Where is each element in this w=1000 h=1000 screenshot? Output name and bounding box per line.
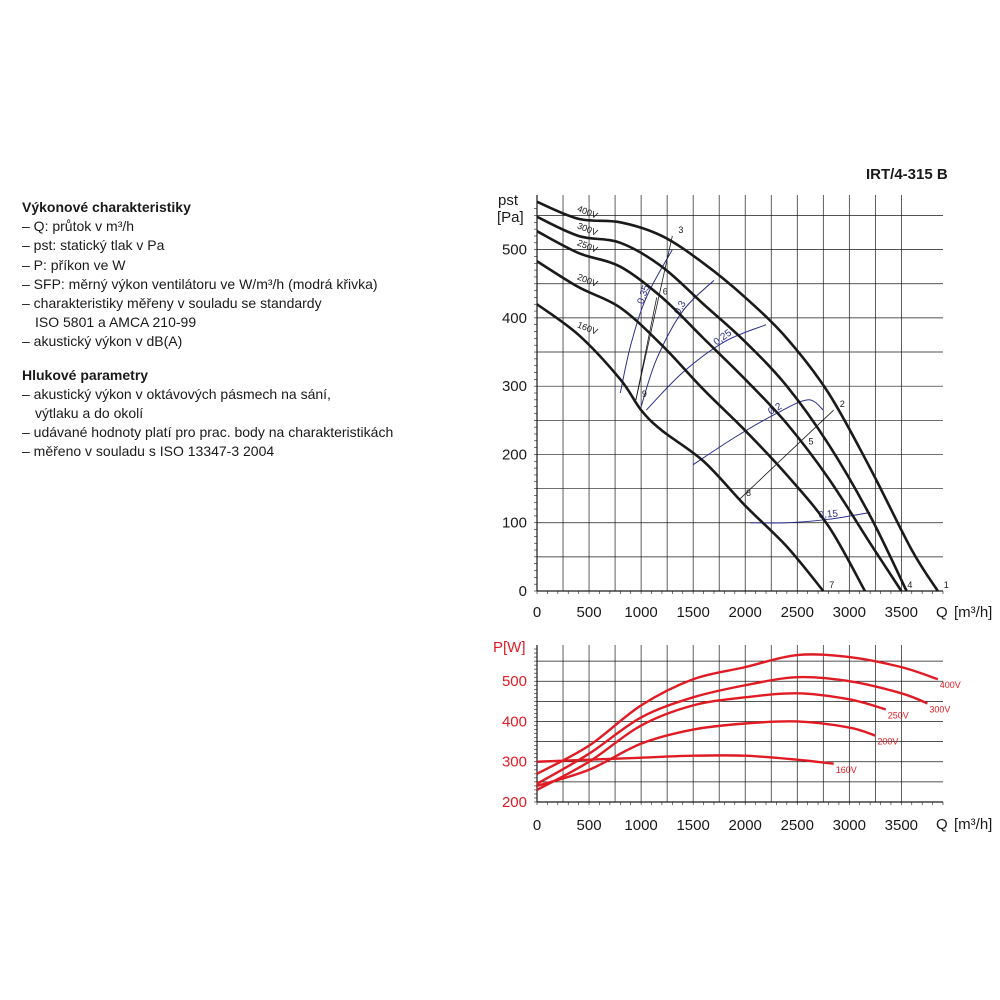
operating-point-label: 6: [663, 286, 668, 296]
y-tick-label: 400: [502, 310, 527, 327]
power-curve-label: 200V: [877, 737, 898, 747]
legend-item: – Q: průtok v m³/h: [22, 218, 135, 235]
legend-item: – SFP: měrný výkon ventilátoru ve W/m³/h…: [22, 275, 378, 292]
operating-line: [635, 297, 658, 400]
x-axis-title: Q: [936, 816, 948, 833]
y-tick-label: 200: [502, 446, 527, 463]
power-curve-label: 160V: [836, 765, 857, 775]
x-tick-label: 500: [577, 817, 602, 834]
legend-item: – udávané hodnoty platí pro prac. body n…: [22, 424, 394, 441]
x-tick-label: 0: [533, 817, 541, 834]
sfp-curve: [645, 324, 767, 411]
operating-point-label: 2: [840, 399, 845, 409]
legend-item: ISO 5801 a AMCA 210-99: [35, 314, 197, 331]
power-curve-200V: [536, 720, 876, 788]
legend-item: výtlaku a do okolí: [35, 405, 144, 422]
x-tick-label: 1500: [676, 817, 709, 834]
y-tick-label: 300: [502, 378, 527, 395]
x-axis-unit: [m³/h]: [954, 816, 992, 833]
x-tick-label: 3000: [833, 604, 866, 621]
x-tick-label: 3500: [885, 604, 918, 621]
x-tick-label: 3500: [885, 817, 918, 834]
operating-point-label: 8: [746, 488, 751, 498]
legend-panel: Výkonové charakteristiky – Q: průtok v m…: [22, 198, 482, 462]
x-tick-label: 1500: [676, 604, 709, 621]
y-tick-label: 300: [502, 754, 527, 771]
y-tick-label: 0: [519, 583, 527, 600]
pressure-curve-300V: [536, 215, 908, 592]
sfp-curve: [640, 279, 715, 407]
legend-item: – akustický výkon v oktávových pásmech n…: [22, 385, 331, 402]
pressure-curve-250V: [536, 230, 903, 592]
power-curve-label: 400V: [940, 680, 961, 690]
x-tick-label: 2500: [781, 817, 814, 834]
y-tick-label: 200: [502, 794, 527, 811]
y-axis-unit: [Pa]: [497, 209, 524, 226]
operating-point-label: 9: [642, 389, 647, 399]
x-tick-label: 2000: [729, 817, 762, 834]
y-tick-label: 500: [502, 673, 527, 690]
operating-point-label: 3: [678, 225, 683, 235]
legend-title-performance: Výkonové charakteristiky: [22, 199, 191, 215]
x-tick-label: 2500: [781, 604, 814, 621]
x-axis-unit: [m³/h]: [954, 604, 992, 621]
y-axis-title: pst: [498, 192, 519, 209]
x-tick-label: 3000: [833, 817, 866, 834]
model-title: IRT/4-315 B: [866, 166, 948, 183]
x-tick-label: 0: [533, 604, 541, 621]
legend-item: – charakteristiky měřeny v souladu se st…: [22, 295, 322, 312]
sfp-curve-label: 0,25: [712, 327, 735, 348]
pressure-curve-400V: [536, 200, 939, 592]
x-axis-title: Q: [936, 604, 948, 621]
y-axis-title: P[W]: [493, 639, 526, 656]
legend-item: – pst: statický tlak v Pa: [22, 237, 165, 254]
x-tick-label: 2000: [729, 604, 762, 621]
y-tick-label: 500: [502, 242, 527, 259]
operating-point-label: 5: [808, 437, 813, 447]
power-curve-300V: [536, 675, 928, 785]
legend-item: – měřeno v souladu s ISO 13347-3 2004: [22, 443, 275, 460]
power-curve-160V: [536, 754, 834, 765]
x-tick-label: 1000: [624, 817, 657, 834]
x-tick-label: 1000: [624, 604, 657, 621]
legend-item: – P: příkon ve W: [22, 256, 126, 273]
operating-point-label: 7: [829, 580, 834, 590]
legend-title-noise: Hlukové parametry: [22, 366, 149, 383]
power-curve-400V: [536, 653, 939, 775]
legend-item: – akustický výkon v dB(A): [22, 333, 183, 350]
pressure-curve-200V: [536, 260, 867, 592]
y-tick-label: 400: [502, 713, 527, 730]
power-curve-label: 250V: [888, 710, 909, 720]
power-curve-label: 300V: [929, 704, 950, 714]
operating-line: [739, 409, 834, 500]
operating-point-label: 1: [944, 580, 949, 590]
operating-point-label: 4: [907, 580, 912, 590]
y-tick-label: 100: [502, 515, 527, 532]
x-tick-label: 500: [577, 604, 602, 621]
pressure-curve-160V: [536, 303, 825, 592]
operating-line: [635, 235, 673, 400]
